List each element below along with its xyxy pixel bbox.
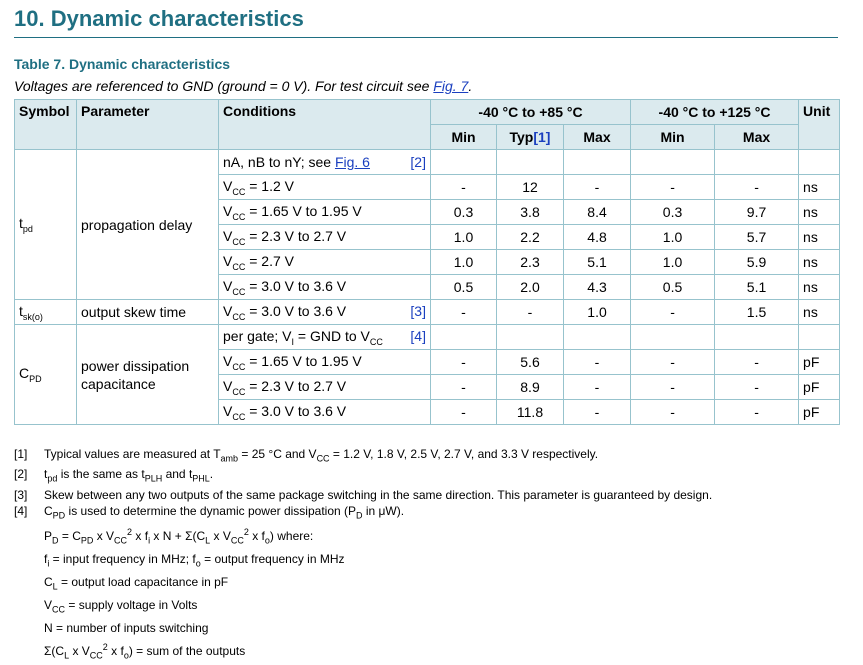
range2-header: -40 °C to +125 °C [630,99,800,125]
table-row: tsk(o) output skew time VCC = 3.0 V to 3… [14,299,841,325]
tpd-parameter: propagation delay [76,149,219,300]
table-row: VCC = 3.0 V to 3.6 V -11.8- - - pF [15,399,841,425]
range1-header: -40 °C to +85 °C [429,99,632,125]
table-row: VCC = 2.7 V 1.0 2.3 5.1 1.0 5.9 ns [15,249,841,275]
dynamic-characteristics-table: Symbol Parameter Conditions -40 °C to +8… [14,99,841,425]
min-header: Min [430,124,497,150]
note-1: [1] Typical values are measured at Tamb =… [14,447,599,464]
table-row: CPD power dissipation capacitance per ga… [14,324,841,425]
table-row: tpd propagation delay nA, nB to nY; see … [14,149,841,300]
conditions-header: Conditions [218,99,431,150]
table-row: VCC = 2.3 V to 2.7 V 1.0 2.2 4.8 1.0 5.7 ns [15,224,841,250]
header-row-1: Symbol Parameter Conditions -40 °C to +8… [14,99,841,150]
cpd-parameter: power dissipation capacitance [76,324,219,425]
cpd-symbol: CPD [14,324,77,425]
note-4: [4] CPD is used to determine the dynamic … [14,503,405,521]
table-row: VCC = 1.65 V to 1.95 V 0.3 3.8 8.4 0.3 9.7 ns [15,199,841,225]
ref4-link[interactable]: [4] [410,327,426,344]
section-heading: 10. Dynamic characteristics [14,6,304,31]
table-row: VCC = 2.3 V to 2.7 V -8.9- - - pF [15,374,841,400]
max2-header: Max [714,124,800,150]
min2-header: Min [630,124,716,150]
table-row: VCC = 3.0 V to 3.6 V 0.5 2.0 4.3 0.5 5.1 ns [15,274,841,300]
parameter-header: Parameter [76,99,219,150]
note-2: [2] tpd is the same as tPLH and tPHL. [14,467,214,484]
formula-def-n: N = number of inputs switching [44,621,209,636]
formula-def-cl: CL = output load capacitance in pF [44,575,229,592]
ref2-link[interactable]: [2] [410,154,426,170]
tpd-symbol: tpd [14,149,77,300]
formula-def-vcc: VCC = supply voltage in Volts [44,598,198,615]
typ-header: Typ[1] [496,124,564,150]
tsk-parameter: output skew time [76,299,219,325]
fig7-link[interactable]: Fig. 7 [433,78,469,94]
typ-ref-link[interactable]: [1] [533,129,551,145]
table-subtitle: Voltages are referenced to GND (ground =… [14,78,473,94]
table-notes: [1] Typical values are measured at Tamb =… [14,446,712,665]
tsk-symbol: tsk(o) [14,299,77,325]
fig6-link[interactable]: Fig. 6 [334,154,370,170]
symbol-header: Symbol [14,99,77,150]
table-title: Table 7. Dynamic characteristics [14,56,231,72]
ref3-link[interactable]: [3] [410,302,426,319]
note-3: [3] Skew between any two outputs of the s… [14,487,713,502]
max-header: Max [562,124,632,150]
table-row: VCC = 1.2 V -12- - - ns [15,174,841,200]
formula-def-fi: fi = input frequency in MHz; fo = output… [44,552,345,569]
formula-line: PD = CPD x VCC2 x fi x N + Σ(CL x VCC2 x… [44,527,314,546]
header-row-2: Min Typ[1] Max Min Max [15,124,840,150]
tpd-condition: nA, nB to nY; see Fig. 6 [2] [218,149,431,175]
unit-header: Unit [798,99,841,150]
formula-def-sum: Σ(CL x VCC2 x fo) = sum of the outputs [44,641,246,661]
heading-rule [14,37,838,38]
